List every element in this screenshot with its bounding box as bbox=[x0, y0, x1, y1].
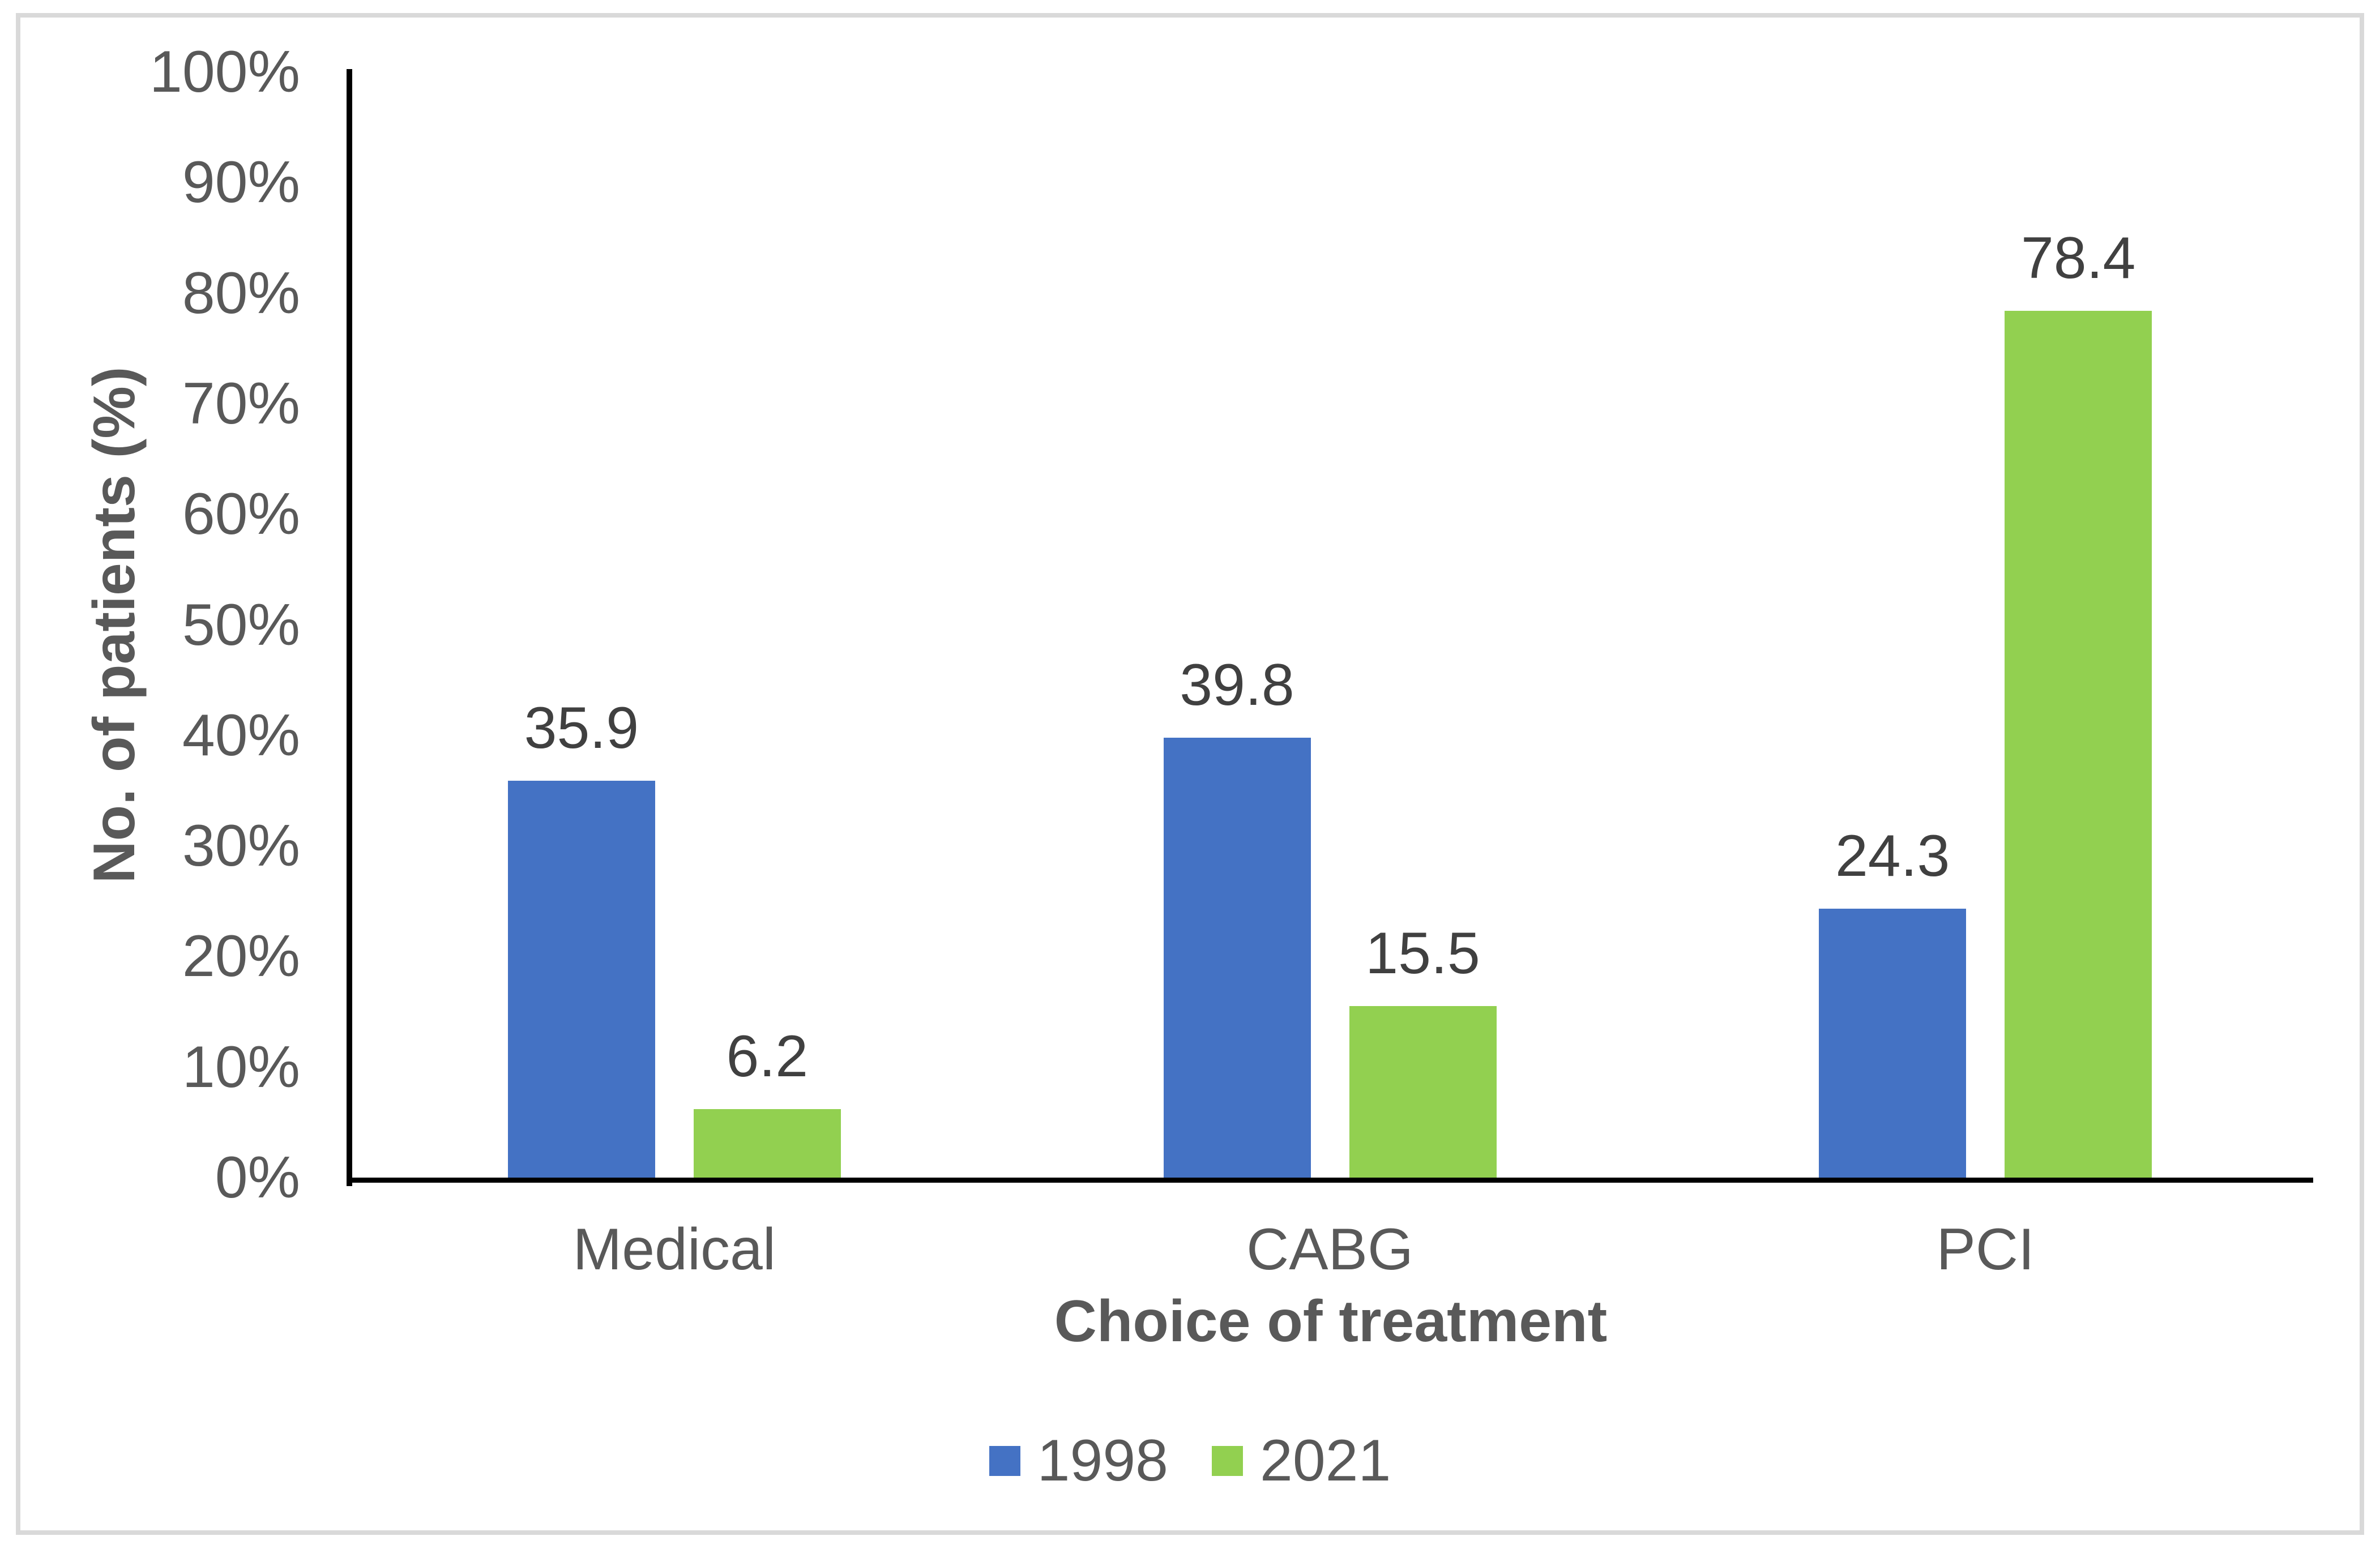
data-label-2021-cabg: 15.5 bbox=[1365, 921, 1480, 987]
x-axis-title: Choice of treatment bbox=[1054, 1289, 1608, 1354]
y-tick-label: 80% bbox=[182, 260, 300, 326]
y-tick-label: 30% bbox=[182, 813, 300, 879]
category-label-pci: PCI bbox=[1936, 1217, 2035, 1282]
data-label-2021-medical: 6.2 bbox=[726, 1023, 809, 1089]
y-axis-line bbox=[347, 69, 352, 1186]
legend-swatch-1998 bbox=[989, 1445, 1020, 1476]
legend: 1998 2021 bbox=[16, 1431, 2364, 1490]
bar-1998-cabg bbox=[1163, 737, 1311, 1178]
chart-border-frame bbox=[16, 13, 2364, 1535]
x-axis-line bbox=[347, 1178, 2313, 1183]
y-tick-label: 70% bbox=[182, 370, 300, 437]
y-tick-label: 10% bbox=[182, 1034, 300, 1100]
category-label-cabg: CABG bbox=[1246, 1217, 1413, 1282]
legend-swatch-2021 bbox=[1212, 1445, 1243, 1476]
bar-2021-cabg bbox=[1349, 1006, 1497, 1178]
y-tick-label: 40% bbox=[182, 702, 300, 768]
y-tick-label: 100% bbox=[149, 39, 300, 105]
legend-label-1998: 1998 bbox=[1037, 1428, 1168, 1494]
y-tick-label: 20% bbox=[182, 923, 300, 990]
y-tick-label: 0% bbox=[215, 1145, 300, 1210]
legend-label-2021: 2021 bbox=[1260, 1428, 1391, 1494]
y-tick-label: 50% bbox=[182, 592, 300, 658]
y-tick-label: 90% bbox=[182, 149, 300, 216]
bar-1998-pci bbox=[1819, 909, 1967, 1178]
category-label-medical: Medical bbox=[572, 1217, 776, 1282]
data-label-2021-pci: 78.4 bbox=[2020, 225, 2136, 291]
y-tick-label: 60% bbox=[182, 481, 300, 547]
bar-1998-medical bbox=[507, 780, 655, 1178]
data-label-1998-medical: 35.9 bbox=[524, 695, 639, 761]
data-label-1998-cabg: 39.8 bbox=[1180, 652, 1294, 718]
legend-item-1998: 1998 bbox=[989, 1431, 1168, 1490]
bar-2021-pci bbox=[2005, 310, 2152, 1178]
legend-item-2021: 2021 bbox=[1212, 1431, 1391, 1490]
data-label-1998-pci: 24.3 bbox=[1835, 823, 1950, 889]
bar-2021-medical bbox=[693, 1109, 841, 1178]
